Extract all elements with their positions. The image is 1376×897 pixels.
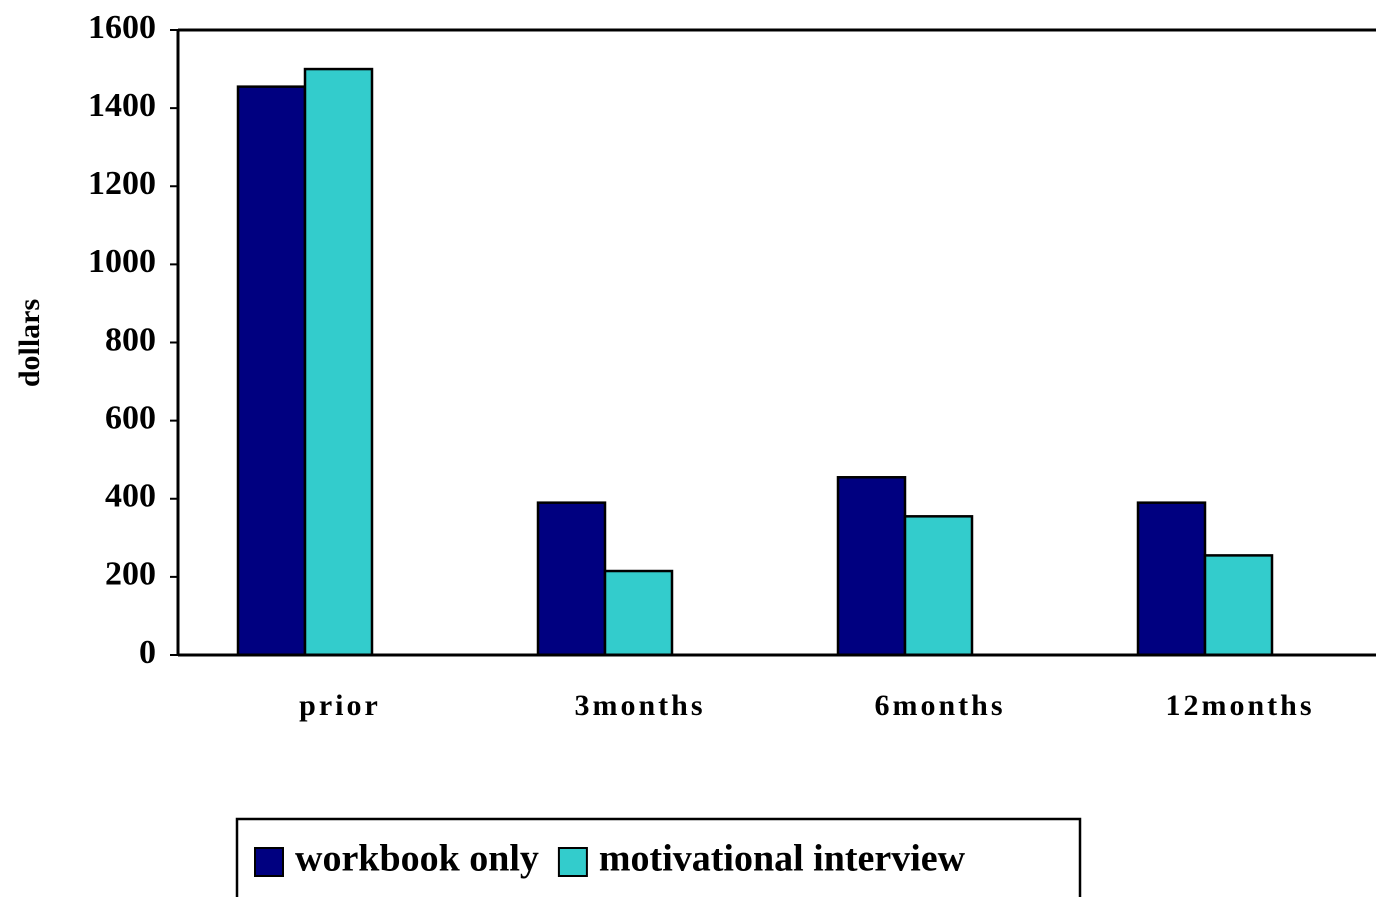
y-tick-label: 1600 [88, 9, 156, 46]
y-tick-label: 800 [105, 321, 156, 358]
y-tick-label: 0 [139, 634, 156, 671]
y-tick-label: 200 [105, 556, 156, 593]
bar [236, 85, 307, 657]
y-axis-label: dollars [13, 299, 46, 387]
x-tick-label: 12months [1165, 689, 1314, 722]
bar [903, 515, 974, 657]
bar [603, 569, 674, 657]
x-tick-label: 6months [874, 689, 1005, 722]
bar [1136, 501, 1207, 657]
legend-swatch [557, 847, 588, 877]
y-tick-label: 600 [105, 399, 156, 436]
bar [836, 476, 907, 657]
x-tick-label: 3months [574, 689, 705, 722]
legend-box [235, 817, 1082, 897]
legend-swatch [254, 847, 284, 877]
bar [1203, 554, 1274, 657]
legend-label: workbook only [295, 838, 539, 880]
legend-label: motivational interview [599, 838, 966, 880]
y-tick-label: 400 [105, 478, 156, 515]
bar [536, 501, 607, 657]
y-tick-label: 1200 [88, 165, 156, 202]
y-tick-label: 1400 [88, 87, 156, 124]
y-tick-label: 1000 [88, 243, 156, 280]
bar [303, 67, 374, 657]
x-tick-label: prior [299, 689, 381, 722]
